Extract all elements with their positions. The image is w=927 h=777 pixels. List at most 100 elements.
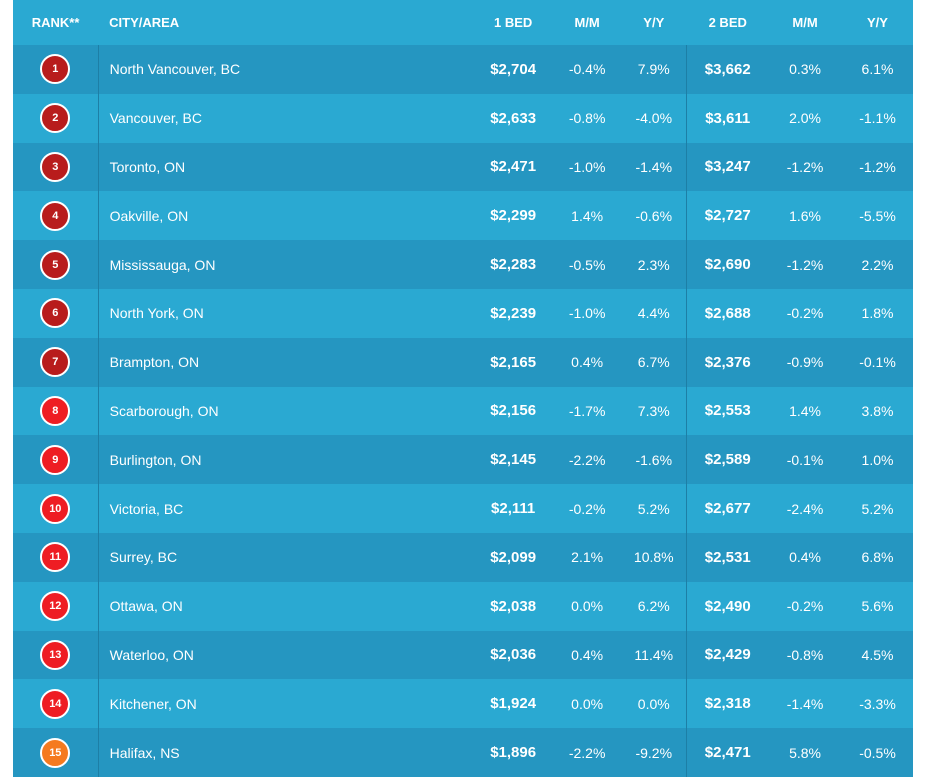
rank-badge: 14 bbox=[40, 688, 71, 719]
rank-badge: 9 bbox=[40, 444, 71, 475]
one-bed-yy-change: 11.4% bbox=[621, 630, 688, 680]
rank-badge: 7 bbox=[40, 347, 71, 378]
two-bed-yy-change: 5.2% bbox=[861, 500, 894, 517]
rank-badge: 8 bbox=[40, 395, 71, 426]
rank-badge: 10 bbox=[40, 493, 71, 524]
header-2-bed-mm: M/M bbox=[792, 15, 818, 30]
one-bed-price: $2,283 bbox=[490, 256, 537, 274]
two-bed-mm-change: 0.3% bbox=[789, 61, 821, 78]
city-name: Brampton, ON bbox=[109, 354, 200, 371]
two-bed-yy-change: 2.2% bbox=[861, 256, 894, 273]
one-bed-price: $2,239 bbox=[490, 304, 537, 322]
table-row: 3 Toronto, ON $2,471 -1.0% -1.4% $3,247 -1.2% -… bbox=[13, 142, 913, 192]
one-bed-mm-change: 1.4% bbox=[571, 207, 604, 224]
city-name: Victoria, BC bbox=[109, 500, 184, 517]
one-bed-yy-change: 2.3% bbox=[621, 240, 688, 289]
header-1-bed-mm: M/M bbox=[574, 15, 600, 30]
rank-badge: 13 bbox=[40, 639, 71, 670]
two-bed-mm-change: 2.0% bbox=[789, 110, 821, 127]
two-bed-mm-change: -2.4% bbox=[786, 500, 824, 517]
rank-cell: 2 bbox=[13, 93, 99, 143]
one-bed-yy-change: 7.9% bbox=[621, 45, 688, 94]
two-bed-price: $2,429 bbox=[704, 646, 751, 664]
one-bed-price: $2,099 bbox=[490, 548, 537, 566]
header-2-bed: 2 BED bbox=[708, 15, 747, 30]
two-bed-mm-change: 0.4% bbox=[789, 549, 821, 566]
two-bed-yy-change: 5.6% bbox=[861, 598, 894, 615]
two-bed-price: $2,589 bbox=[704, 451, 751, 469]
two-bed-mm-change: 1.6% bbox=[789, 207, 821, 224]
rank-cell: 4 bbox=[13, 191, 99, 241]
one-bed-price: $1,896 bbox=[490, 744, 537, 762]
rank-cell: 14 bbox=[13, 679, 99, 729]
two-bed-price: $3,247 bbox=[704, 158, 751, 176]
city-name: Oakville, ON bbox=[109, 207, 189, 224]
header-rank: RANK** bbox=[31, 15, 80, 30]
two-bed-price: $2,318 bbox=[704, 695, 751, 713]
rank-cell: 12 bbox=[13, 581, 99, 631]
header-1-bed: 1 BED bbox=[494, 15, 533, 30]
one-bed-yy-change: 0.0% bbox=[621, 679, 688, 729]
table-row: 7 Brampton, ON $2,165 0.4% 6.7% $2,376 -0.9% -0… bbox=[13, 337, 913, 387]
rank-cell: 3 bbox=[13, 142, 99, 192]
one-bed-mm-change: -2.2% bbox=[568, 744, 606, 761]
rank-badge: 5 bbox=[40, 249, 71, 280]
two-bed-price: $2,677 bbox=[704, 500, 751, 518]
one-bed-mm-change: -1.7% bbox=[568, 402, 606, 419]
rank-badge: 1 bbox=[40, 54, 71, 85]
two-bed-mm-change: -0.8% bbox=[786, 646, 824, 663]
one-bed-price: $1,924 bbox=[490, 695, 537, 713]
table-row: 14 Kitchener, ON $1,924 0.0% 0.0% $2,318 -1.4%… bbox=[13, 679, 913, 729]
one-bed-mm-change: -1.0% bbox=[568, 158, 606, 175]
one-bed-yy-change: -0.6% bbox=[621, 191, 688, 241]
table-row: 4 Oakville, ON $2,299 1.4% -0.6% $2,727 1.6% -5… bbox=[13, 191, 913, 241]
one-bed-mm-change: -0.5% bbox=[568, 256, 606, 273]
rank-cell: 10 bbox=[13, 484, 99, 533]
rank-cell: 9 bbox=[13, 435, 99, 485]
one-bed-mm-change: 0.4% bbox=[571, 646, 604, 663]
two-bed-yy-change: -1.1% bbox=[859, 110, 896, 127]
one-bed-price: $2,633 bbox=[490, 109, 537, 127]
rank-cell: 8 bbox=[13, 386, 99, 436]
rank-cell: 6 bbox=[13, 288, 99, 338]
table-row: 8 Scarborough, ON $2,156 -1.7% 7.3% $2,553 1.4… bbox=[13, 386, 913, 436]
header-city: CITY/AREA bbox=[109, 15, 180, 30]
city-name: Halifax, NS bbox=[109, 744, 180, 761]
two-bed-yy-change: 6.1% bbox=[861, 61, 894, 78]
one-bed-price: $2,038 bbox=[490, 597, 537, 615]
city-name: Ottawa, ON bbox=[109, 598, 183, 615]
table-row: 12 Ottawa, ON $2,038 0.0% 6.2% $2,490 -0.2% 5.6… bbox=[13, 581, 913, 631]
table-row: 15 Halifax, NS $1,896 -2.2% -9.2% $2,471 5.8% -… bbox=[13, 728, 913, 777]
city-name: North York, ON bbox=[109, 305, 204, 322]
rank-badge: 6 bbox=[40, 298, 71, 329]
one-bed-price: $2,156 bbox=[490, 402, 537, 420]
one-bed-yy-change: 6.2% bbox=[621, 581, 688, 631]
one-bed-yy-change: -9.2% bbox=[621, 728, 688, 777]
two-bed-price: $3,611 bbox=[705, 109, 751, 127]
two-bed-yy-change: 3.8% bbox=[861, 402, 894, 419]
header-1-bed-yy: Y/Y bbox=[643, 15, 665, 30]
city-name: Mississauga, ON bbox=[109, 256, 216, 273]
two-bed-mm-change: -0.1% bbox=[786, 451, 824, 468]
two-bed-price: $2,490 bbox=[704, 597, 751, 615]
table-row: 5 Mississauga, ON $2,283 -0.5% 2.3% $2,690 -1.… bbox=[13, 240, 913, 289]
table-row: 1 North Vancouver, BC $2,704 -0.4% 7.9% $3,66… bbox=[13, 45, 913, 94]
one-bed-price: $2,165 bbox=[490, 353, 537, 371]
two-bed-price: $2,553 bbox=[704, 402, 751, 420]
city-name: Vancouver, BC bbox=[109, 110, 202, 127]
two-bed-price: $2,690 bbox=[704, 256, 751, 274]
table-row: 10 Victoria, BC $2,111 -0.2% 5.2% $2,677 -2.4%… bbox=[13, 484, 913, 533]
one-bed-price: $2,704 bbox=[490, 60, 537, 78]
two-bed-price: $2,471 bbox=[704, 744, 751, 762]
two-bed-yy-change: -1.2% bbox=[859, 158, 896, 175]
rank-cell: 7 bbox=[13, 337, 99, 387]
rank-cell: 5 bbox=[13, 240, 99, 289]
one-bed-mm-change: 0.0% bbox=[571, 695, 604, 712]
one-bed-price: $2,299 bbox=[490, 207, 537, 225]
table-header-row: RANK** CITY/AREA 1 BED M/M Y/Y 2 BED M/M… bbox=[13, 0, 913, 45]
table-body: 1 North Vancouver, BC $2,704 -0.4% 7.9% $3,66… bbox=[13, 45, 913, 777]
rent-ranking-table: RANK** CITY/AREA 1 BED M/M Y/Y 2 BED M/M… bbox=[13, 0, 913, 777]
city-name: Surrey, BC bbox=[109, 549, 178, 566]
rank-badge: 12 bbox=[40, 591, 71, 622]
two-bed-yy-change: 1.0% bbox=[861, 451, 894, 468]
